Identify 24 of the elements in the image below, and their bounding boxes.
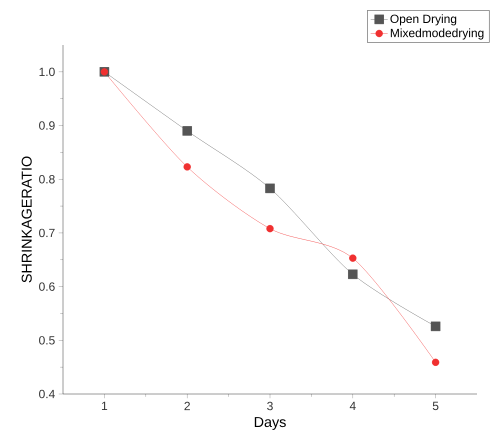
point — [348, 269, 358, 280]
y-tick-label: 0.4 — [39, 390, 55, 398]
y-tick-label: 1.0 — [40, 68, 55, 76]
x-tick-label: 5 — [432, 402, 438, 410]
y-tick-label: 0.9 — [39, 121, 55, 130]
point — [184, 163, 191, 171]
point — [182, 126, 192, 136]
y-tick-label: 0.8 — [39, 175, 55, 184]
point — [266, 224, 274, 232]
point — [265, 184, 275, 194]
y-tick-label: 0.6 — [39, 282, 55, 291]
y-tick-label: 0.7 — [39, 228, 55, 238]
point — [430, 322, 440, 332]
y-tick-label: 0.5 — [39, 336, 55, 345]
x-tick-label: 2 — [184, 402, 190, 410]
point — [349, 254, 356, 262]
legend-label: Mixedmodedrying — [390, 28, 484, 40]
x-axis-title: Days — [254, 417, 286, 430]
y-axis-title: SHRINKAGERATIO — [22, 156, 32, 282]
legend-label: Open Drying — [390, 14, 456, 26]
x-tick-label: 3 — [267, 402, 273, 410]
x-tick-label: 4 — [350, 402, 356, 410]
point — [432, 358, 440, 366]
x-tick-label: 1 — [102, 402, 108, 410]
